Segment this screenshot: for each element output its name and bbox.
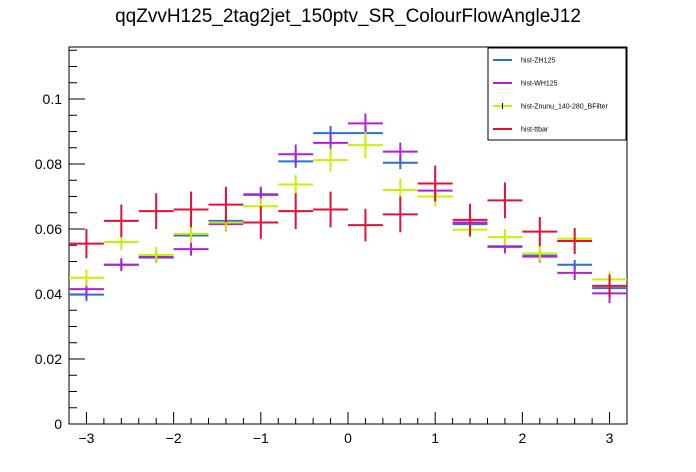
x-tick-label: −2	[166, 430, 182, 446]
data-point	[382, 196, 418, 233]
data-point	[557, 265, 593, 281]
series-hist-WH125	[69, 113, 627, 304]
data-point	[487, 229, 523, 246]
data-series-layer	[69, 113, 627, 304]
data-point	[522, 216, 558, 247]
data-point	[69, 269, 104, 286]
data-point	[278, 193, 314, 229]
data-point	[278, 174, 314, 195]
x-tick-label: −1	[253, 430, 269, 446]
legend-label: hist-ZH125	[521, 58, 555, 65]
data-point	[138, 246, 174, 264]
data-point	[487, 182, 523, 219]
x-tick-label: −3	[78, 430, 94, 446]
axes-frame: −3 −2 −1 0 1 2 3 0 0.02 0.04 0.06 0.08 0.1	[35, 46, 628, 446]
data-point	[417, 165, 453, 202]
y-tick-label: 0	[54, 416, 62, 432]
data-point	[243, 206, 279, 239]
data-point	[382, 142, 418, 161]
x-tick-label: 2	[518, 430, 526, 446]
legend-entry: hist-ttbar	[493, 127, 549, 134]
legend-label: hist-Znunu_140-280_BFilter	[521, 104, 608, 111]
data-point	[103, 204, 139, 238]
y-tick-label: 0.06	[35, 221, 62, 237]
x-tick-label: 0	[344, 430, 352, 446]
legend-label: hist-WH125	[521, 81, 558, 88]
data-point	[69, 229, 104, 259]
y-tick-label: 0.02	[35, 351, 62, 367]
series-hist-ttbar	[69, 165, 627, 298]
data-point	[313, 148, 348, 172]
data-point	[103, 258, 139, 272]
data-point	[173, 242, 209, 256]
data-point	[348, 208, 383, 242]
legend-entry: hist-WH125	[493, 81, 558, 88]
legend: hist-ZH125 hist-WH125 hist-Znunu_140-280_B…	[487, 47, 627, 141]
data-point	[173, 225, 209, 242]
y-tick-label: 0.08	[35, 156, 62, 172]
x-tick-label: 1	[431, 430, 439, 446]
x-tick-label: 3	[606, 430, 614, 446]
y-tick-label: 0.1	[43, 91, 63, 107]
data-point	[452, 203, 488, 237]
data-point	[138, 193, 174, 229]
y-tick-label: 0.04	[35, 286, 62, 302]
data-point	[313, 191, 348, 228]
legend-entry: hist-Znunu_140-280_BFilter	[493, 103, 608, 111]
data-point	[348, 132, 383, 159]
legend-label: hist-ttbar	[521, 127, 549, 134]
data-point	[278, 144, 314, 164]
data-point	[557, 228, 593, 255]
data-point	[592, 274, 627, 298]
data-point	[208, 186, 244, 223]
data-point	[348, 113, 383, 134]
legend-entry: hist-ZH125	[493, 58, 555, 65]
legend-box	[487, 47, 627, 141]
series-hist-ZH125	[69, 125, 627, 302]
chart-title: qqZvvH125_2tag2jet_150ptv_SR_ColourFlowA…	[115, 6, 581, 27]
data-point	[173, 191, 209, 228]
data-point	[522, 245, 558, 262]
